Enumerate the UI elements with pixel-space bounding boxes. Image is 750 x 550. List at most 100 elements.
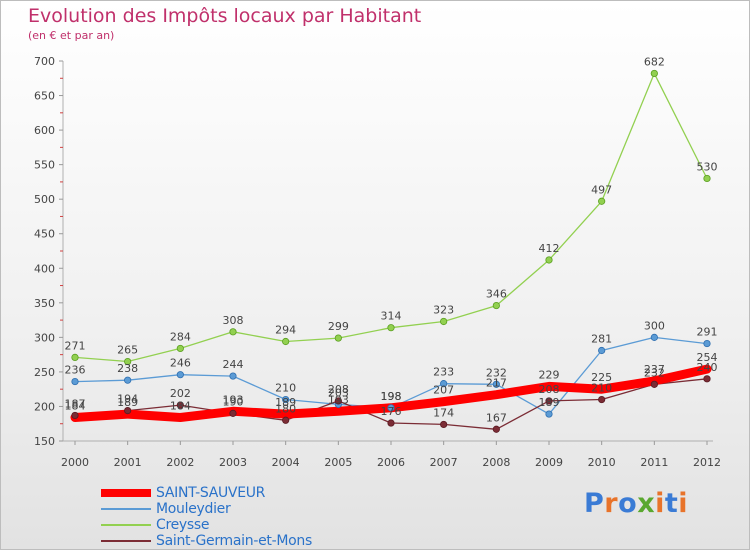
data-label: 207	[433, 384, 454, 397]
data-label: 198	[381, 390, 402, 403]
x-tick-label: 2005	[324, 456, 352, 469]
data-label: 208	[328, 383, 349, 396]
data-label: 180	[275, 402, 296, 415]
data-point	[282, 395, 290, 404]
data-label: 176	[381, 405, 402, 418]
data-point	[492, 425, 500, 433]
data-point	[598, 395, 606, 404]
data-point	[440, 380, 448, 388]
logo-letter: x	[637, 488, 656, 519]
data-point	[650, 69, 658, 78]
data-label: 198	[381, 390, 402, 403]
data-label: 236	[65, 364, 86, 377]
data-label: 300	[644, 319, 665, 332]
data-point	[703, 174, 711, 183]
legend-label: SAINT-SAUVEUR	[156, 485, 266, 501]
chart-axes: 150 200 250 300 350 400 450 500 550 600 650 700 2000…	[34, 55, 721, 469]
data-label: 308	[223, 314, 244, 327]
data-label: 314	[381, 310, 402, 323]
y-tick-label: 550	[34, 159, 55, 172]
data-label: 238	[117, 362, 138, 375]
data-label: 194	[117, 393, 138, 406]
data-label: 271	[65, 339, 86, 352]
data-point	[492, 380, 500, 388]
data-point	[387, 404, 395, 412]
legend-label: Saint-Germain-et-Mons	[156, 533, 312, 549]
x-tick-label: 2008	[482, 456, 510, 469]
y-tick-label: 400	[34, 262, 55, 275]
data-label: 189	[539, 396, 560, 409]
data-label: 232	[486, 366, 507, 379]
data-point	[176, 401, 184, 409]
data-label: 530	[697, 160, 718, 173]
data-label: 232	[644, 366, 665, 379]
data-point	[124, 376, 132, 384]
data-point	[229, 409, 237, 417]
x-tick-label: 2010	[588, 456, 616, 469]
data-point	[124, 357, 132, 366]
x-tick-label: 2009	[535, 456, 563, 469]
data-label: 208	[539, 383, 560, 396]
data-point	[334, 334, 342, 342]
data-label: 203	[328, 386, 349, 399]
data-label: 190	[223, 395, 244, 408]
data-label: 233	[433, 366, 454, 379]
data-label: 174	[433, 406, 454, 419]
data-point	[229, 372, 237, 380]
data-point	[176, 371, 184, 379]
legend-swatch	[101, 489, 151, 497]
data-point	[650, 380, 658, 388]
data-label: 237	[644, 363, 665, 376]
data-label: 189	[117, 396, 138, 409]
legend-swatch	[101, 508, 151, 510]
data-label: 193	[223, 393, 244, 406]
data-point	[124, 406, 132, 415]
data-label: 193	[328, 393, 349, 406]
data-point	[71, 353, 79, 361]
data-point	[71, 377, 79, 386]
y-tick-label: 350	[34, 297, 55, 310]
y-tick-label: 700	[34, 55, 55, 68]
data-point	[703, 375, 711, 383]
data-label: 284	[170, 330, 191, 343]
y-tick-label: 450	[34, 228, 55, 241]
y-tick-label: 200	[34, 400, 55, 413]
data-label: 184	[65, 400, 86, 413]
data-label: 291	[697, 326, 718, 339]
data-point	[545, 397, 553, 405]
legend-label: Creysse	[156, 517, 210, 533]
data-label: 184	[170, 400, 191, 413]
data-label: 187	[65, 397, 86, 410]
logo-letter: t	[664, 488, 679, 519]
x-tick-label: 2003	[219, 456, 247, 469]
chart-title: Evolution des Impôts locaux par Habitant	[28, 5, 422, 27]
series-points	[71, 69, 711, 433]
data-point	[545, 256, 553, 264]
data-point	[650, 333, 658, 341]
data-label: 210	[275, 382, 296, 395]
data-point	[282, 416, 290, 424]
x-tick-label: 2000	[61, 456, 89, 469]
data-label: 240	[697, 361, 718, 374]
logo-letter: P	[584, 488, 605, 519]
legend-label: Mouleydier	[156, 501, 231, 517]
data-point	[545, 410, 553, 418]
proxiti-logo: Proxiti	[584, 488, 688, 519]
data-point	[598, 346, 606, 355]
data-point	[440, 317, 448, 326]
data-label: 167	[486, 411, 507, 424]
data-label: 254	[697, 351, 718, 364]
x-tick-label: 2001	[114, 456, 142, 469]
data-label: 265	[117, 344, 138, 357]
y-tick-label: 500	[34, 193, 55, 206]
data-point	[282, 337, 290, 346]
x-tick-label: 2011	[640, 456, 668, 469]
data-label: 281	[591, 332, 612, 345]
data-point	[492, 301, 500, 310]
data-label: 294	[275, 324, 296, 337]
x-tick-label: 2006	[377, 456, 405, 469]
data-label: 246	[170, 357, 191, 370]
data-point	[598, 197, 606, 205]
legend-swatch	[101, 524, 151, 526]
